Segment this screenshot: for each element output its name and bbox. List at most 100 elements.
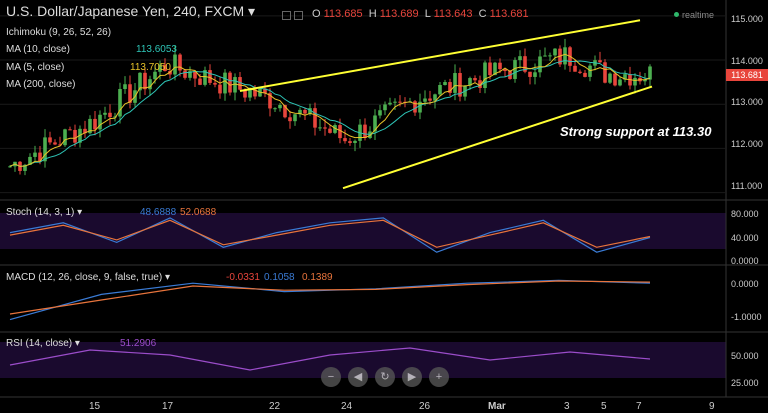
candle-body	[453, 73, 457, 93]
candle-body	[438, 85, 442, 95]
candle-body	[8, 166, 12, 168]
candle-body	[178, 54, 182, 71]
scroll-left-icon[interactable]: ◀	[348, 367, 368, 387]
zoom-in-icon[interactable]: +	[429, 367, 449, 387]
candle-body	[643, 79, 647, 82]
x-tick: 5	[601, 401, 607, 412]
moving-averages	[9, 53, 651, 167]
candle-body	[83, 128, 87, 134]
x-tick: 7	[636, 401, 642, 412]
candle-body	[413, 101, 417, 113]
rsi-label[interactable]: RSI (14, close) ▾	[6, 338, 80, 349]
candle-body	[648, 66, 652, 80]
ma5-line	[9, 53, 651, 167]
macd-label[interactable]: MACD (12, 26, close, 9, false, true) ▾	[6, 272, 170, 283]
ma200-label[interactable]: MA (200, close)	[6, 79, 76, 90]
resistance-trendline	[239, 19, 641, 92]
stoch-k-line	[9, 217, 651, 253]
candle-body	[583, 72, 587, 77]
candle-body	[428, 98, 432, 101]
candle-body	[223, 72, 227, 94]
rsi-tick: 50.000	[731, 351, 759, 361]
candle-body	[93, 118, 97, 130]
candle-body	[43, 137, 47, 162]
candle-body	[108, 112, 112, 118]
candle-body	[128, 84, 132, 103]
candle-body	[578, 71, 582, 73]
macd-lines	[9, 279, 651, 321]
rsi-line	[9, 347, 651, 371]
price-tick: 112.000	[731, 139, 763, 149]
candle-body	[183, 70, 187, 78]
candle-body	[243, 89, 247, 98]
candle-body	[58, 144, 62, 146]
chart-title[interactable]: U.S. Dollar/Japanese Yen, 240, FXCM ▾	[6, 3, 256, 19]
scroll-right-icon[interactable]: ▶	[402, 367, 422, 387]
candle-body	[23, 164, 27, 171]
visibility-icon[interactable]	[294, 11, 303, 20]
candle-body	[158, 64, 162, 72]
candle-body	[448, 82, 452, 93]
candle-body	[163, 64, 167, 72]
candle-body	[483, 62, 487, 89]
candle-body	[53, 142, 57, 145]
candle-body	[518, 56, 522, 61]
candle-body	[238, 77, 242, 90]
candle-body	[328, 128, 332, 133]
candle-body	[528, 71, 532, 77]
candle-body	[113, 116, 117, 118]
candle-body	[28, 156, 32, 165]
reset-icon[interactable]: ↻	[375, 367, 395, 387]
candle-body	[608, 73, 612, 83]
candle-body	[218, 84, 222, 94]
candle-body	[353, 140, 357, 143]
candle-body	[88, 118, 92, 134]
candle-body	[443, 82, 447, 86]
candle-body	[338, 125, 342, 139]
candle-body	[298, 109, 302, 115]
candle-body	[118, 88, 122, 117]
support-trendline	[342, 85, 653, 190]
candle-body	[498, 62, 502, 70]
candle-body	[618, 79, 622, 86]
realtime-icon	[674, 12, 679, 17]
candle-body	[523, 56, 527, 72]
trendlines	[239, 19, 653, 190]
candle-body	[153, 71, 157, 80]
candle-body	[488, 62, 492, 76]
candle-body	[33, 152, 37, 157]
candle-body	[468, 78, 472, 86]
candle-body	[538, 56, 542, 73]
ma5-label[interactable]: MA (5, close)	[6, 62, 65, 73]
price-tick: 113.000	[731, 97, 763, 107]
ichimoku-label[interactable]: Ichimoku (9, 26, 52, 26)	[6, 27, 112, 38]
candle-body	[123, 84, 127, 89]
ma10-label[interactable]: MA (10, close)	[6, 44, 70, 55]
macd-value: 0.1058	[264, 272, 295, 283]
candle-body	[273, 108, 277, 110]
candle-body	[228, 72, 232, 93]
macd-signal-line	[9, 280, 651, 315]
candle-body	[603, 62, 607, 83]
stoch-d-value: 52.0688	[180, 207, 217, 218]
zoom-out-icon[interactable]: −	[321, 367, 341, 387]
macd-tick: 0.0000	[731, 279, 759, 289]
candle-body	[588, 65, 592, 77]
stoch-k-value: 48.6888	[140, 207, 177, 218]
stoch-label[interactable]: Stoch (14, 3, 1) ▾	[6, 207, 83, 218]
candle-body	[198, 78, 202, 85]
candle-body	[378, 110, 382, 116]
stoch-tick: 40.000	[731, 233, 759, 243]
rsi-line	[9, 347, 651, 371]
candle-body	[503, 69, 507, 72]
stoch-tick: 80.000	[731, 209, 759, 219]
candle-body	[433, 94, 437, 101]
candle-body	[548, 55, 552, 57]
candle-body	[388, 102, 392, 105]
stoch-band	[0, 213, 726, 249]
candle-body	[318, 127, 322, 129]
settings-icon[interactable]	[282, 11, 291, 20]
candle-body	[393, 101, 397, 103]
candle-body	[283, 104, 287, 118]
